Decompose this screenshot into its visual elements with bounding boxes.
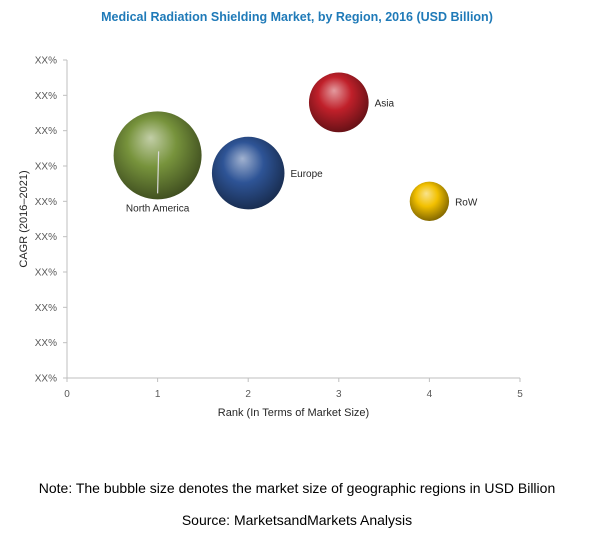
bubble-row	[409, 181, 450, 222]
chart-title: Medical Radiation Shielding Market, by R…	[101, 10, 493, 24]
y-tick-label: XX%	[35, 268, 57, 279]
x-tick-label: 5	[517, 389, 523, 400]
x-axis-label: Rank (In Terms of Market Size)	[218, 407, 369, 419]
x-tick-label: 1	[155, 389, 161, 400]
y-tick-label: XX%	[35, 162, 57, 173]
x-tick-label: 2	[245, 389, 251, 400]
y-tick-label: XX%	[35, 303, 57, 314]
axes: XX% XX% XX% XX% XX% XX% XX% XX% XX% XX% 0 1 2 3 4 5	[35, 56, 523, 401]
y-tick-label: XX%	[35, 232, 57, 243]
leader-line	[157, 151, 160, 194]
bubble-asia	[308, 72, 369, 133]
x-tick-label: 0	[64, 389, 70, 400]
bubble-label-row: RoW	[455, 197, 478, 208]
bubble-label-asia: Asia	[375, 98, 395, 109]
y-tick-label: XX%	[35, 197, 57, 208]
y-tick-label: XX%	[35, 338, 57, 349]
chart-source: Source: MarketsandMarkets Analysis	[181, 512, 413, 528]
y-tick-label: XX%	[35, 56, 57, 67]
bubble-label-north-america: North America	[126, 203, 190, 214]
y-tick-label: XX%	[35, 374, 57, 385]
chart-note: Note: The bubble size denotes the market…	[38, 480, 556, 496]
bubbles: North America Europe Asia RoW	[113, 72, 478, 222]
bubble-europe	[211, 136, 285, 210]
x-tick-label: 4	[427, 389, 433, 400]
y-tick-label: XX%	[35, 91, 57, 102]
y-tick-label: XX%	[35, 126, 57, 137]
bubble-north-america	[113, 111, 202, 200]
bubble-chart: XX% XX% XX% XX% XX% XX% XX% XX% XX% XX% 0 1 2 3 4 5 Nor…	[18, 56, 523, 420]
x-tick-label: 3	[336, 389, 342, 400]
y-axis-label: CAGR (2016–2021)	[18, 170, 30, 267]
bubble-label-europe: Europe	[290, 169, 323, 180]
